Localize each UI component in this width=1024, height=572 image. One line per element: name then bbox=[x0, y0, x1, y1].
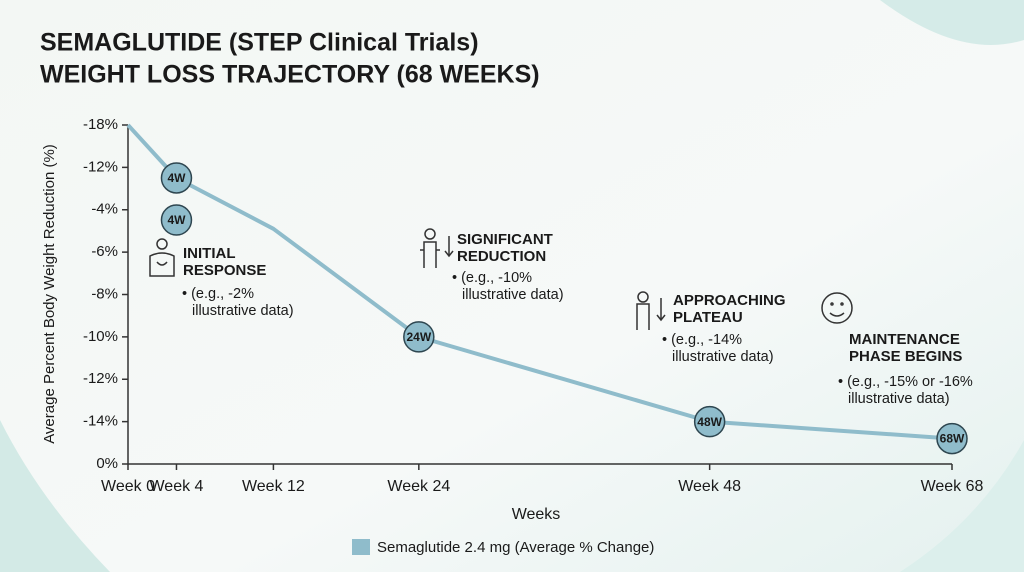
decor bbox=[880, 0, 1024, 45]
chart-title: SEMAGLUTIDE (STEP Clinical Trials) bbox=[40, 29, 479, 57]
y-tick-label: -18% bbox=[83, 116, 118, 133]
point-marker bbox=[693, 405, 726, 438]
x-tick-label: Week 4 bbox=[149, 478, 203, 495]
y-tick-label: -12% bbox=[83, 370, 118, 387]
annotation-text: • (e.g., -10% bbox=[452, 270, 532, 286]
annotation-title: RESPONSE bbox=[183, 262, 266, 279]
x-tick-label: Week 0 bbox=[101, 478, 155, 495]
annotation-text: illustrative data) bbox=[672, 349, 774, 365]
x-tick-label: Week 24 bbox=[387, 478, 450, 495]
y-axis-label: Average Percent Body Weight Reduction (%… bbox=[41, 144, 58, 444]
decor bbox=[0, 420, 110, 572]
decor bbox=[900, 440, 1024, 572]
y-tick-label: -6% bbox=[91, 243, 118, 260]
y-tick-label: -4% bbox=[91, 201, 118, 218]
point-marker bbox=[160, 162, 193, 194]
chart-title: WEIGHT LOSS TRAJECTORY (68 WEEKS) bbox=[40, 61, 540, 89]
y-tick-label: -12% bbox=[83, 158, 118, 175]
point-marker bbox=[403, 321, 435, 353]
annotation-title: REDUCTION bbox=[457, 248, 546, 265]
badge-label: 4W bbox=[167, 213, 186, 227]
annotation-text: • (e.g., -2% bbox=[182, 286, 254, 302]
annotation-text: illustrative data) bbox=[462, 287, 564, 303]
annotation-title: MAINTENANCE bbox=[849, 331, 960, 348]
annotation-title: PHASE BEGINS bbox=[849, 348, 962, 365]
icon bbox=[149, 228, 853, 330]
y-tick-label: -14% bbox=[83, 413, 118, 430]
badge bbox=[160, 204, 193, 236]
annotation-title: SIGNIFICANT bbox=[457, 231, 553, 248]
point-label: 68W bbox=[940, 432, 965, 446]
annotation-text: • (e.g., -15% or -16% bbox=[838, 374, 973, 390]
point-label: 48W bbox=[697, 415, 722, 429]
point-label: 4W bbox=[167, 171, 186, 185]
x-tick-label: Week 12 bbox=[242, 478, 305, 495]
annotation-text: illustrative data) bbox=[848, 391, 950, 407]
x-axis-label: Weeks bbox=[512, 506, 561, 523]
legend-label: Semaglutide 2.4 mg (Average % Change) bbox=[377, 539, 654, 556]
y-tick-label: -10% bbox=[83, 328, 118, 345]
annotation-title: INITIAL bbox=[183, 245, 236, 262]
point-marker bbox=[936, 422, 968, 455]
x-tick-label: Week 48 bbox=[678, 478, 741, 495]
y-tick-label: -8% bbox=[91, 285, 118, 302]
annotation-title: APPROACHING bbox=[673, 292, 786, 309]
annotation-text: • (e.g., -14% bbox=[662, 332, 742, 348]
y-tick-label: 0% bbox=[96, 455, 118, 472]
annotation-title: PLATEAU bbox=[673, 309, 743, 326]
point-label: 24W bbox=[406, 330, 431, 344]
annotation-text: illustrative data) bbox=[192, 303, 294, 319]
legend-swatch bbox=[352, 539, 370, 555]
x-tick-label: Week 68 bbox=[921, 478, 984, 495]
